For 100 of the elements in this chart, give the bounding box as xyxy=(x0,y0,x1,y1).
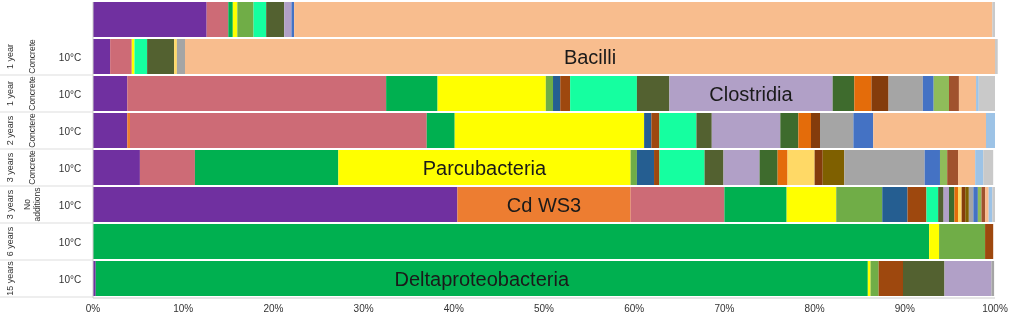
bar xyxy=(560,76,571,111)
bar xyxy=(995,39,998,74)
bar xyxy=(903,261,945,296)
bar xyxy=(954,187,959,222)
bar xyxy=(93,113,128,148)
bar xyxy=(654,150,660,185)
x-tick-label: 20% xyxy=(263,303,284,314)
bar xyxy=(777,150,788,185)
bar xyxy=(929,224,940,259)
bar xyxy=(973,187,978,222)
bar xyxy=(669,76,833,111)
category-label: 15 years 10°C xyxy=(5,261,82,296)
bar xyxy=(659,113,697,148)
bar xyxy=(853,113,874,148)
bar xyxy=(878,261,903,296)
bar xyxy=(386,76,438,111)
x-tick-label: 60% xyxy=(624,303,645,314)
category-label: 1 year Concrete 10°C xyxy=(5,76,82,111)
category-label: 6 years 10°C xyxy=(5,226,82,257)
bar xyxy=(798,113,811,148)
series-label: Deltaproteobacteria xyxy=(394,267,570,290)
bar xyxy=(253,2,267,37)
x-tick-label: 10% xyxy=(173,303,194,314)
bar xyxy=(965,187,969,222)
bar xyxy=(870,261,879,296)
bar xyxy=(110,39,132,74)
series-label: Bacilli xyxy=(563,45,617,68)
bar xyxy=(943,187,949,222)
bar xyxy=(291,2,295,37)
bar xyxy=(454,113,645,148)
category-label: 3 years Concrete 10°C xyxy=(5,150,82,185)
bar xyxy=(907,187,927,222)
bar xyxy=(780,113,799,148)
bar xyxy=(723,150,760,185)
x-tick-label: 30% xyxy=(353,303,374,314)
bar xyxy=(933,76,949,111)
bar xyxy=(939,150,948,185)
bar xyxy=(127,113,130,148)
bar xyxy=(237,2,254,37)
bar xyxy=(871,76,889,111)
bar xyxy=(711,113,781,148)
bar xyxy=(985,113,995,148)
bar xyxy=(139,150,195,185)
bar xyxy=(93,150,140,185)
x-tick-label: 40% xyxy=(443,303,464,314)
bar xyxy=(978,76,995,111)
category-label: 2 years Conctere 10°C xyxy=(5,113,82,148)
bar xyxy=(949,76,959,111)
bar xyxy=(810,113,821,148)
bar xyxy=(545,76,554,111)
bar xyxy=(985,187,989,222)
bar xyxy=(437,76,546,111)
bar xyxy=(93,76,128,111)
bar xyxy=(924,150,940,185)
bar xyxy=(958,150,976,185)
series-label: Clostridia xyxy=(709,82,794,105)
bar xyxy=(185,39,995,74)
bar xyxy=(976,76,979,111)
bar xyxy=(570,76,637,111)
bar xyxy=(553,76,561,111)
bar xyxy=(983,150,994,185)
bar xyxy=(820,113,854,148)
bar xyxy=(854,76,872,111)
bar xyxy=(228,2,233,37)
bar xyxy=(949,187,955,222)
bar xyxy=(630,187,725,222)
bar xyxy=(176,39,185,74)
bar xyxy=(981,187,986,222)
bar xyxy=(129,113,427,148)
bar xyxy=(873,113,986,148)
x-tick-label: 80% xyxy=(804,303,825,314)
bar xyxy=(457,187,631,222)
bar xyxy=(696,113,712,148)
bar xyxy=(814,150,823,185)
bar xyxy=(147,39,175,74)
bar xyxy=(926,187,939,222)
bar xyxy=(95,261,868,296)
bar xyxy=(822,150,845,185)
bar xyxy=(630,150,637,185)
bar xyxy=(888,76,923,111)
bar xyxy=(985,224,994,259)
bar xyxy=(832,76,855,111)
x-tick-label: 50% xyxy=(533,303,555,314)
series-label: Cd WS3 xyxy=(506,193,582,216)
bar xyxy=(867,261,871,296)
bar xyxy=(992,2,995,37)
bar xyxy=(426,113,455,148)
bar xyxy=(938,187,944,222)
bar xyxy=(127,76,387,111)
bar xyxy=(93,39,111,74)
bar xyxy=(844,150,925,185)
bar xyxy=(944,261,992,296)
bar xyxy=(206,2,229,37)
bar xyxy=(992,187,995,222)
bar xyxy=(958,76,977,111)
x-tick-label: 90% xyxy=(894,303,915,314)
x-tick-label: 0% xyxy=(85,303,101,314)
bar xyxy=(836,187,883,222)
x-tick-label: 100% xyxy=(982,303,1008,314)
bar xyxy=(174,39,177,74)
